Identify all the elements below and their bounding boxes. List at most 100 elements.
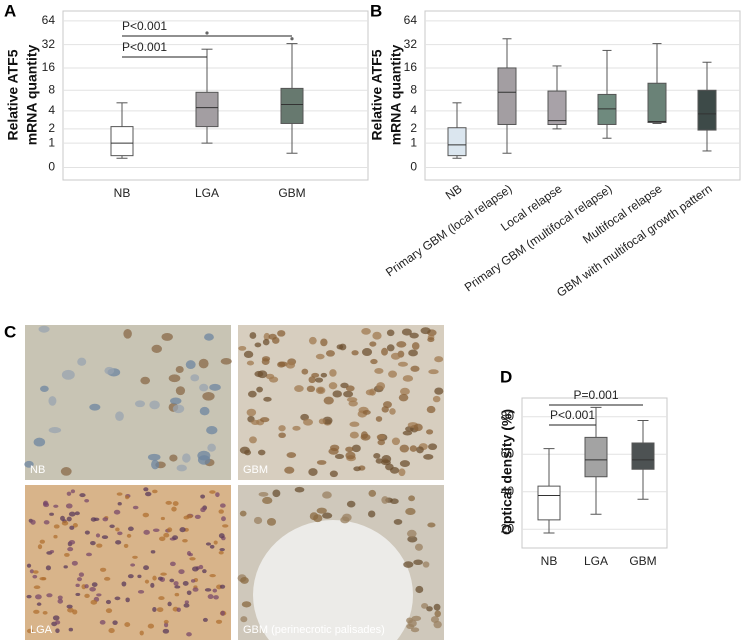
- cell: [101, 535, 109, 540]
- cell: [277, 330, 286, 337]
- cell: [33, 585, 41, 589]
- panel-letter: D: [500, 367, 512, 386]
- cell: [160, 572, 167, 576]
- cell: [346, 397, 358, 403]
- cell: [396, 341, 407, 348]
- cell: [42, 610, 48, 615]
- cell: [35, 594, 42, 600]
- cell: [176, 607, 181, 613]
- cell: [182, 453, 191, 463]
- cell: [55, 628, 60, 634]
- significance-label: P<0.001: [122, 40, 167, 54]
- cell: [89, 587, 96, 592]
- significance-label: P<0.001: [122, 19, 167, 33]
- cell: [163, 619, 169, 624]
- significance-label: P<0.001: [550, 408, 595, 422]
- cell: [238, 345, 247, 351]
- cell: [26, 628, 34, 634]
- cell: [381, 347, 388, 356]
- cell: [215, 492, 220, 498]
- y-tick-label: 32: [42, 37, 56, 51]
- cell: [26, 594, 32, 599]
- cell: [240, 616, 248, 623]
- x-tick-label: NB: [443, 182, 465, 203]
- cell: [375, 458, 383, 464]
- cell: [434, 387, 444, 395]
- cell: [84, 530, 90, 535]
- cell: [121, 581, 127, 587]
- cell: [151, 459, 160, 470]
- cell: [105, 608, 113, 614]
- cell: [320, 338, 328, 347]
- y-tick-label: 40: [501, 484, 515, 498]
- cell: [346, 500, 356, 508]
- cell: [115, 527, 120, 532]
- cell: [158, 596, 165, 601]
- cell: [409, 332, 419, 339]
- micrograph-background: [25, 325, 231, 480]
- box: [647, 82, 667, 123]
- cell: [386, 344, 395, 352]
- cell: [206, 426, 218, 435]
- cell: [104, 366, 115, 375]
- cell: [368, 489, 377, 497]
- cell: [167, 601, 172, 607]
- cell: [322, 512, 333, 519]
- box: [584, 436, 608, 478]
- cell: [390, 352, 401, 360]
- cell: [130, 563, 136, 567]
- cell: [239, 446, 250, 454]
- y-tick-label: 32: [404, 37, 418, 51]
- cell: [162, 628, 170, 634]
- y-axis-label: mRNA quantity: [388, 44, 404, 145]
- cell: [329, 470, 338, 478]
- cell: [165, 500, 172, 505]
- cell: [262, 338, 270, 346]
- cell: [182, 539, 188, 543]
- cell: [126, 533, 132, 538]
- panel-letter: B: [370, 1, 382, 20]
- cell: [169, 454, 178, 462]
- cell: [316, 460, 327, 465]
- cell: [294, 486, 305, 493]
- cell: [388, 370, 397, 378]
- cell: [207, 443, 216, 452]
- cell: [353, 466, 361, 472]
- cell: [198, 564, 204, 570]
- cell: [263, 396, 272, 402]
- cell: [413, 559, 423, 566]
- y-axis-label: Relative ATF5: [369, 49, 385, 140]
- cell: [269, 376, 279, 383]
- cell: [30, 519, 36, 525]
- cell: [160, 516, 165, 521]
- cell: [57, 598, 64, 604]
- y-tick-label: 4: [410, 103, 417, 117]
- x-tick-label: GBM: [278, 186, 305, 200]
- cell: [263, 332, 271, 341]
- cell: [432, 395, 441, 403]
- cell: [43, 520, 50, 525]
- cell: [172, 535, 179, 540]
- cell: [209, 490, 216, 494]
- cell: [194, 514, 201, 519]
- cell: [426, 429, 434, 435]
- cell: [147, 623, 155, 629]
- cell: [76, 577, 83, 582]
- cell: [402, 430, 413, 436]
- cell: [78, 572, 85, 577]
- cell: [117, 501, 122, 506]
- cell: [261, 358, 270, 366]
- y-tick-label: 8: [48, 82, 55, 96]
- cell: [204, 588, 212, 592]
- y-axis-label: mRNA quantity: [24, 44, 40, 145]
- cell: [254, 342, 262, 348]
- cell: [39, 539, 46, 544]
- cell: [139, 630, 144, 636]
- cell: [205, 542, 212, 546]
- cell: [240, 576, 249, 584]
- micrograph: GBM: [238, 325, 444, 480]
- cell: [114, 596, 121, 601]
- cell: [124, 622, 131, 628]
- cell: [117, 531, 123, 536]
- cell: [219, 548, 225, 552]
